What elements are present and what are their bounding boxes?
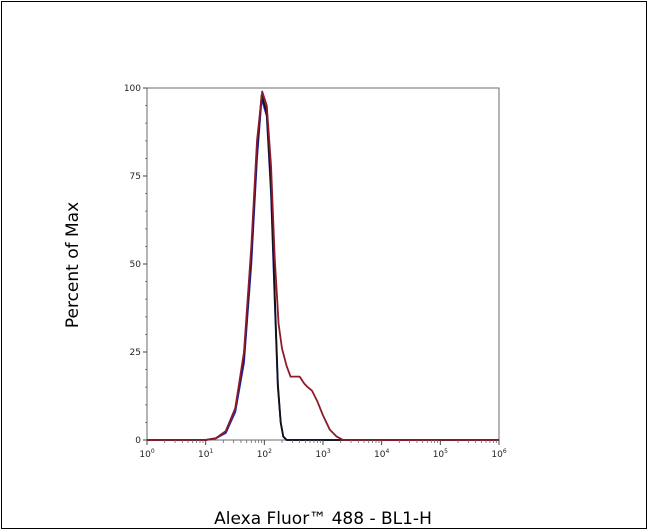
x-tick-label: 103 [315,448,330,460]
histogram-series-line-3 [147,90,499,441]
x-tick-label: 105 [433,448,448,460]
y-tick-label: 75 [130,172,141,182]
x-tick-label: 104 [374,448,389,460]
x-tick-label: 106 [491,448,506,460]
plot-area [146,87,500,441]
y-tick-label: 50 [130,260,142,270]
y-tick-label: 25 [130,348,141,358]
y-tick-label: 100 [124,84,141,94]
series-layer [147,90,499,441]
x-tick-label: 102 [257,448,272,460]
y-tick-label: 0 [135,436,141,446]
y-axis-ticks: 0 25 50 75 100 [124,84,147,446]
histogram-series-line-1 [147,97,499,441]
x-tick-label: 100 [139,448,154,460]
x-axis-title: Alexa Fluor™ 488 - BL1-H [214,509,432,529]
x-axis-ticks: 100 101 102 103 104 105 106 [139,440,507,460]
y-axis-title: Percent of Max [63,202,83,328]
histogram-series-line-2 [147,94,499,441]
x-tick-label: 101 [198,448,213,460]
